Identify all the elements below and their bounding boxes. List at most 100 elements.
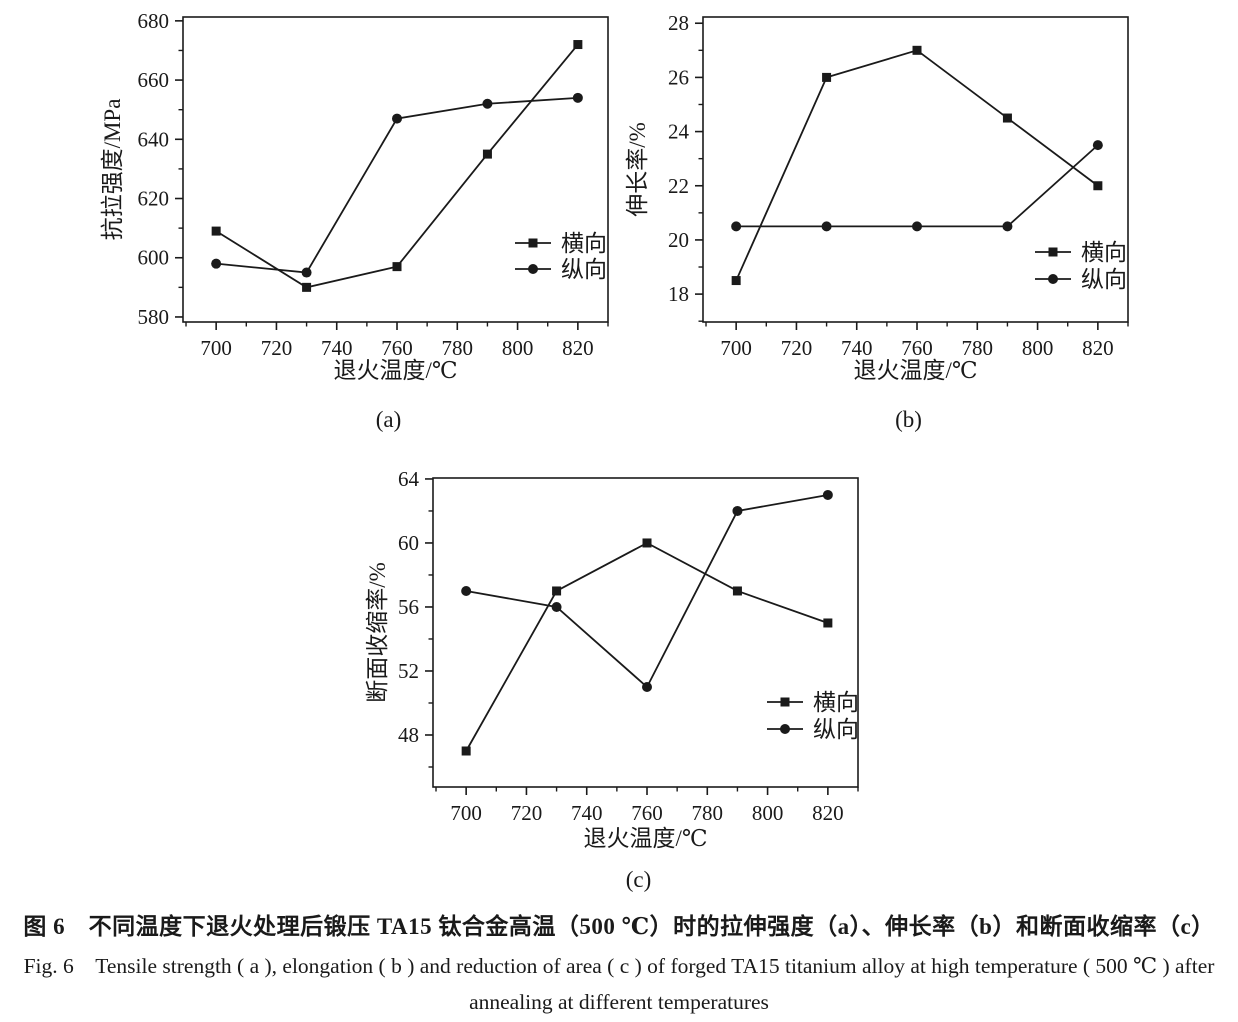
figure-charts-canvas: 700 720 740 760 780 800 820 580 600 620 640 660 680 横… [100, 9, 1129, 892]
x-axis-tick-label: 700 [720, 336, 752, 360]
chart-c-series-1-point [642, 538, 652, 548]
x-axis-tick-label: 820 [812, 801, 844, 825]
x-axis-tick-label: 720 [781, 336, 813, 360]
chart-b-series-1-point [1093, 181, 1103, 191]
chart-b-series-1-point [912, 45, 922, 55]
chart-a-series-1-point [211, 226, 221, 236]
chart-c-series-2-point [551, 601, 562, 612]
chart-b-series-1-point [731, 276, 741, 286]
legend-square-marker [780, 697, 790, 707]
chart-a-series-1-point [482, 149, 492, 159]
x-axis-tick-label: 760 [631, 801, 663, 825]
y-axis-tick-label: 64 [398, 467, 420, 491]
caption-chinese: 图 6 不同温度下退火处理后锻压 TA15 钛合金高温（500 ℃）时的拉伸强度… [23, 914, 1215, 939]
y-axis-tick-label: 620 [138, 187, 170, 211]
y-axis-tick-label: 56 [398, 595, 419, 619]
chart-a-y-axis-label: 抗拉强度/MPa [100, 99, 125, 241]
x-axis-tick-label: 820 [562, 336, 594, 360]
x-axis-tick-label: 740 [571, 801, 603, 825]
chart-a-series-2-point [572, 92, 583, 103]
x-axis-tick-label: 740 [841, 336, 873, 360]
x-axis-tick-label: 700 [200, 336, 232, 360]
legend-circle-marker [1048, 274, 1058, 284]
x-axis-tick-label: 720 [261, 336, 293, 360]
x-axis-tick-label: 700 [450, 801, 482, 825]
x-axis-tick-label: 800 [502, 336, 534, 360]
legend-circle-marker [780, 724, 790, 734]
chart-c-series-1-point [461, 746, 471, 756]
y-axis-tick-label: 640 [138, 127, 170, 151]
y-axis-tick-label: 18 [668, 282, 689, 306]
chart-c-x-axis-label: 退火温度/℃ [583, 826, 707, 851]
chart-b-series-2-point [1092, 140, 1103, 151]
chart-a-plot-box [182, 16, 609, 323]
x-axis-tick-label: 780 [692, 801, 724, 825]
chart-c-plot-box [432, 477, 859, 788]
y-axis-tick-label: 52 [398, 659, 419, 683]
x-axis-tick-label: 800 [1022, 336, 1054, 360]
caption-english-line2: annealing at different temperatures [469, 990, 769, 1014]
legend-label: 横向 [1081, 240, 1127, 265]
chart-b-series-1-point [1002, 113, 1012, 123]
legend-label: 横向 [813, 690, 859, 715]
caption-english-line1: Fig. 6 Tensile strength ( a ), elongatio… [23, 954, 1215, 978]
legend-square-marker [528, 238, 538, 248]
y-axis-tick-label: 24 [668, 120, 690, 144]
chart-b-series-1-line [735, 49, 1099, 281]
chart-c-series-1-point [552, 586, 562, 596]
y-axis-tick-label: 48 [398, 723, 419, 747]
legend-label: 横向 [561, 231, 607, 256]
chart-b-x-axis-label: 退火温度/℃ [853, 358, 977, 383]
x-axis-tick-label: 800 [752, 801, 784, 825]
legend-label: 纵向 [561, 257, 607, 282]
chart-a-x-axis-label: 退火温度/℃ [333, 358, 457, 383]
y-axis-tick-label: 20 [668, 228, 689, 252]
x-axis-tick-label: 780 [962, 336, 994, 360]
chart-a-series-2-point [392, 113, 403, 124]
chart-c-series-2-point [642, 681, 653, 692]
x-axis-tick-label: 720 [511, 801, 543, 825]
chart-c-panel-label: (c) [626, 867, 652, 892]
x-axis-tick-label: 760 [381, 336, 413, 360]
chart-b-series-2-point [821, 221, 832, 232]
chart-a-series-1-line [215, 43, 579, 289]
y-axis-tick-label: 680 [138, 9, 170, 33]
chart-b-series-2-point [1002, 221, 1013, 232]
chart-a-series-1-point [302, 282, 312, 292]
x-axis-tick-label: 760 [901, 336, 933, 360]
chart-c-series-1-line [465, 541, 829, 752]
chart-a-series-2-point [301, 267, 312, 278]
chart-a-series-2-point [211, 258, 222, 269]
y-axis-tick-label: 60 [398, 531, 419, 555]
y-axis-tick-label: 28 [668, 11, 689, 35]
y-axis-tick-label: 660 [138, 68, 170, 92]
chart-c-series-2-point [461, 585, 472, 596]
chart-a-series-2-line [216, 96, 578, 274]
x-axis-tick-label: 820 [1082, 336, 1114, 360]
chart-c-series-1-point [823, 618, 833, 628]
chart-b-series-2-point [731, 221, 742, 232]
y-axis-tick-label: 600 [138, 246, 170, 270]
chart-b-plot-box [702, 16, 1129, 323]
x-axis-tick-label: 780 [442, 336, 474, 360]
chart-b-series-1-point [822, 72, 832, 82]
chart-a-series-1-point [392, 262, 402, 272]
legend-square-marker [1048, 247, 1058, 257]
y-axis-tick-label: 22 [668, 174, 689, 198]
chart-c-series-2-line [465, 494, 829, 689]
x-axis-tick-label: 740 [321, 336, 353, 360]
chart-c-series-2-point [732, 505, 743, 516]
legend-label: 纵向 [1081, 267, 1127, 292]
chart-b-panel-label: (b) [895, 407, 922, 432]
chart-b-y-axis-label: 伸长率/% [625, 122, 650, 217]
chart-a-series-2-point [482, 98, 493, 109]
chart-c-series-2-point [822, 489, 833, 500]
legend-circle-marker [528, 264, 538, 274]
chart-a-series-1-point [573, 40, 583, 50]
chart-a-panel-label: (a) [376, 407, 402, 432]
chart-c-y-axis-label: 断面收缩率/% [365, 562, 390, 703]
legend-label: 纵向 [813, 717, 859, 742]
y-axis-tick-label: 26 [668, 65, 689, 89]
chart-c-series-1-point [732, 586, 742, 596]
